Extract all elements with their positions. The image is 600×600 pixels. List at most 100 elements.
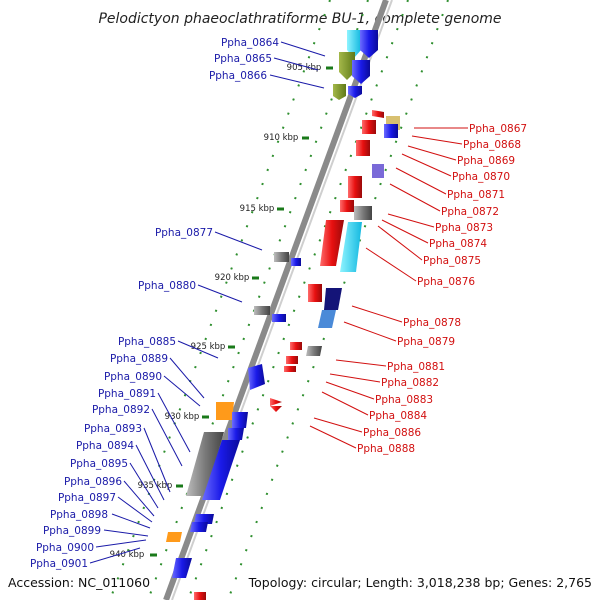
dotted-guide-outer-right xyxy=(227,0,449,600)
gene-0874 xyxy=(340,200,354,212)
tick-label: 930 kbp xyxy=(165,412,200,422)
tick-label: 940 kbp xyxy=(110,550,145,560)
gene-0888 xyxy=(270,406,282,412)
topology-text: Topology: circular; Length: 3,018,238 bp… xyxy=(248,575,592,590)
gene-0880 xyxy=(254,306,270,315)
gene-label: Ppha_0894 xyxy=(76,440,134,452)
tick-labels: 905 kbp 910 kbp 915 kbp 920 kbp 925 kbp … xyxy=(110,63,322,560)
gene-label: Ppha_0893 xyxy=(84,423,142,435)
gene-0875 xyxy=(354,206,372,220)
gene-label: Ppha_0886 xyxy=(363,427,421,439)
gene-label: Ppha_0892 xyxy=(92,404,150,416)
gene-0878 xyxy=(308,284,322,302)
gene-label: Ppha_0872 xyxy=(441,206,499,218)
gene-0893 xyxy=(202,440,240,500)
right-leader-lines xyxy=(309,127,468,449)
gene-label: Ppha_0882 xyxy=(381,377,439,389)
gene-0869 xyxy=(384,124,398,138)
gene-label: Ppha_0888 xyxy=(357,443,415,455)
gene-label: Ppha_0875 xyxy=(423,255,481,267)
map-title: Pelodictyon phaeoclathratiforme BU-1, co… xyxy=(98,11,501,27)
gene-0876b xyxy=(340,222,362,272)
gene-label: Ppha_0881 xyxy=(387,361,445,373)
gene-0865 xyxy=(339,52,355,80)
gene-0884 xyxy=(284,366,296,372)
gene-label: Ppha_0867 xyxy=(469,123,527,135)
gene-label: Ppha_0900 xyxy=(36,542,94,554)
gene-label: Ppha_0885 xyxy=(118,336,176,348)
gene-label: Ppha_0899 xyxy=(43,525,101,537)
gene-0889 xyxy=(216,402,234,420)
gene-label: Ppha_0895 xyxy=(70,458,128,470)
gene-0872 xyxy=(372,164,384,178)
gene-0896 xyxy=(194,514,214,524)
tick-label: 935 kbp xyxy=(138,481,173,491)
gene-0882 xyxy=(306,346,322,356)
gene-fwd-a xyxy=(360,30,378,58)
gene-0870 xyxy=(362,120,376,134)
gene-label: Ppha_0874 xyxy=(429,238,487,250)
gene-label: Ppha_0871 xyxy=(447,189,505,201)
gene-0886 xyxy=(270,398,282,406)
gene-fwd-b xyxy=(352,60,370,84)
gene-fwd-c xyxy=(348,86,362,98)
gene-label: Ppha_0864 xyxy=(221,37,279,49)
gene-label: Ppha_0878 xyxy=(403,317,461,329)
tick-marks xyxy=(150,66,333,557)
gene-label: Ppha_0889 xyxy=(110,353,168,365)
gene-label: Ppha_0880 xyxy=(138,280,196,292)
gene-0900 xyxy=(166,532,182,542)
gene-0879b xyxy=(318,310,336,328)
gene-bottom-rev xyxy=(194,592,206,600)
gene-0881 xyxy=(290,342,302,350)
gene-0867 xyxy=(372,110,384,118)
gene-0871 xyxy=(356,140,370,156)
left-leader-lines xyxy=(89,41,326,564)
dotted-guide-inner-left xyxy=(147,0,369,600)
gene-label: Ppha_0869 xyxy=(457,155,515,167)
gene-fwd-e xyxy=(272,314,286,322)
gene-label: Ppha_0897 xyxy=(58,492,116,504)
accession-text: Accession: NC_011060 xyxy=(8,575,150,590)
gene-label: Ppha_0884 xyxy=(369,410,427,422)
gene-label: Ppha_0891 xyxy=(98,388,156,400)
gene-0879 xyxy=(324,288,342,310)
tick-label: 920 kbp xyxy=(215,273,250,283)
right-gene-labels: Ppha_0867 Ppha_0868 Ppha_0869 Ppha_0870 … xyxy=(357,123,527,455)
gene-0885 xyxy=(248,364,265,390)
gene-0901 xyxy=(172,558,192,578)
dotted-guide-inner-right xyxy=(187,0,409,600)
forward-strand-genes xyxy=(166,30,378,578)
gene-label: Ppha_0890 xyxy=(104,371,162,383)
gene-label: Ppha_0866 xyxy=(209,70,267,82)
gene-0877 xyxy=(274,252,289,262)
gene-0891 xyxy=(228,428,244,440)
gene-0876 xyxy=(320,220,344,266)
tick-label: 910 kbp xyxy=(264,133,299,143)
gene-0864 xyxy=(347,30,361,58)
gene-label: Ppha_0868 xyxy=(463,139,521,151)
gene-0892 xyxy=(186,432,224,496)
gene-0898 xyxy=(190,522,208,532)
gene-label: Ppha_0896 xyxy=(64,476,122,488)
gene-label: Ppha_0876 xyxy=(417,276,475,288)
gene-0866 xyxy=(333,84,346,100)
tick-label: 925 kbp xyxy=(191,342,226,352)
gene-label: Ppha_0877 xyxy=(155,227,213,239)
gene-fwd-d xyxy=(291,258,301,266)
gene-label: Ppha_0879 xyxy=(397,336,455,348)
left-gene-labels: Ppha_0864 Ppha_0865 Ppha_0866 Ppha_0877 … xyxy=(30,37,279,570)
gene-label: Ppha_0870 xyxy=(452,171,510,183)
gene-0873 xyxy=(348,176,362,198)
gene-0890 xyxy=(232,412,248,428)
dotted-guide-outer-left xyxy=(109,0,331,600)
gene-0883 xyxy=(286,356,298,364)
gene-label: Ppha_0873 xyxy=(435,222,493,234)
gene-label: Ppha_0865 xyxy=(214,53,272,65)
gene-label: Ppha_0883 xyxy=(375,394,433,406)
gene-label: Ppha_0901 xyxy=(30,558,88,570)
tick-label: 915 kbp xyxy=(240,204,275,214)
gene-label: Ppha_0898 xyxy=(50,509,108,521)
